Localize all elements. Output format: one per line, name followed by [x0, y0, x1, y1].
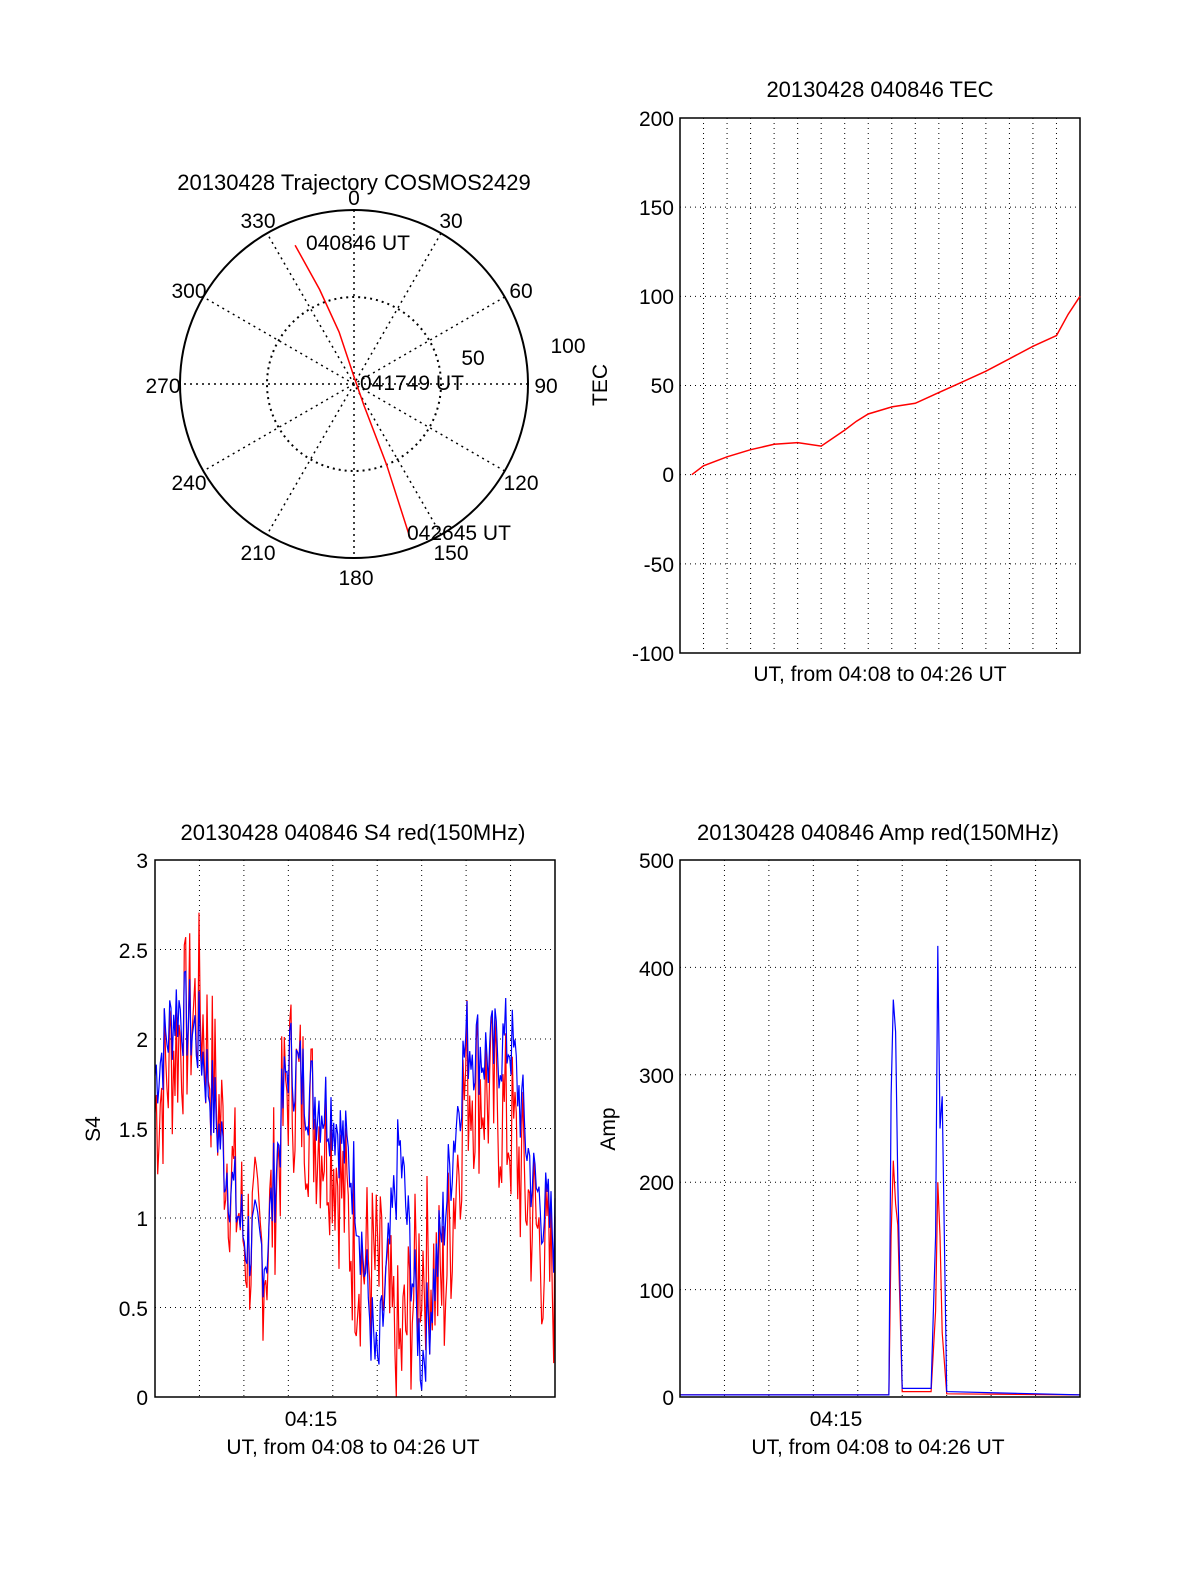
amp-ytick-label: 0	[662, 1387, 674, 1410]
s4-ytick-label: 1	[136, 1208, 148, 1231]
s4-title: 20130428 040846 S4 red(150MHz)	[181, 820, 526, 845]
tec-ytick-label: -50	[644, 554, 674, 577]
trajectory-start-annotation: 040846 UT	[306, 232, 410, 255]
amp-ytick-label: 500	[639, 850, 674, 873]
s4-panel: 20130428 040846 S4 red(150MHz) 3 2.5 2 1…	[82, 820, 556, 1459]
s4-blue-series-line	[154, 970, 556, 1391]
azimuth-label: 300	[171, 280, 206, 303]
tec-ytick-label: -100	[632, 643, 674, 666]
amp-ytick-label: 200	[639, 1172, 674, 1195]
amp-ylabel: Amp	[597, 1107, 620, 1150]
tec-title: 20130428 040846 TEC	[766, 77, 993, 102]
tec-grid	[680, 118, 1080, 653]
amp-grid	[680, 860, 1080, 1397]
s4-xtick-label: 04:15	[285, 1408, 338, 1431]
azimuth-label: 240	[171, 472, 206, 495]
trajectory-line	[294, 244, 411, 539]
radial-label: 50	[461, 347, 484, 370]
amp-ytick-label: 400	[639, 958, 674, 981]
azimuth-label: 120	[503, 472, 538, 495]
s4-plot-frame	[154, 859, 556, 1398]
azimuth-label: 0	[348, 187, 360, 210]
polar-panel: 20130428 Trajectory COSMOS2429 0 30 60 9…	[145, 170, 585, 590]
azimuth-label: 270	[145, 375, 180, 398]
azimuth-label: 150	[433, 542, 468, 565]
tec-plot-frame	[679, 117, 1081, 654]
polar-spokes	[180, 210, 528, 558]
azimuth-label: 330	[240, 210, 275, 233]
amp-plot-frame	[679, 859, 1081, 1398]
azimuth-label: 90	[534, 375, 557, 398]
amp-ytick-label: 100	[639, 1280, 674, 1303]
tec-xlabel: UT, from 04:08 to 04:26 UT	[753, 663, 1006, 686]
s4-ylabel: S4	[82, 1116, 105, 1142]
azimuth-label: 180	[338, 567, 373, 590]
s4-ytick-label: 0	[136, 1387, 148, 1410]
amp-xtick-label: 04:15	[810, 1408, 863, 1431]
trajectory-end-annotation: 042645 UT	[407, 522, 511, 545]
s4-ytick-label: 3	[136, 850, 148, 873]
s4-ytick-label: 0.5	[119, 1298, 148, 1321]
azimuth-label: 30	[439, 210, 462, 233]
amp-title: 20130428 040846 Amp red(150MHz)	[697, 820, 1059, 845]
amp-ytick-label: 300	[639, 1065, 674, 1088]
trajectory-mid-annotation: 041749 UT	[360, 372, 464, 395]
tec-series-line	[691, 295, 1081, 476]
s4-ytick-label: 1.5	[119, 1119, 148, 1142]
s4-red-series-line	[154, 912, 556, 1398]
tec-ytick-label: 150	[639, 197, 674, 220]
tec-ytick-label: 50	[651, 375, 674, 398]
tec-ylabel: TEC	[589, 364, 612, 406]
s4-ytick-label: 2.5	[119, 940, 148, 963]
polar-inner-ring	[266, 296, 442, 472]
radial-label: 100	[550, 335, 585, 358]
s4-xlabel: UT, from 04:08 to 04:26 UT	[226, 1436, 479, 1459]
tec-ytick-label: 0	[662, 464, 674, 487]
azimuth-label: 210	[240, 542, 275, 565]
amp-blue-series-line	[680, 945, 1081, 1396]
tec-ytick-label: 200	[639, 108, 674, 131]
azimuth-label: 60	[509, 280, 532, 303]
s4-ytick-label: 2	[136, 1029, 148, 1052]
tec-panel: 20130428 040846 TEC 200 150 100 50 0 -50…	[589, 77, 1081, 686]
amp-xlabel: UT, from 04:08 to 04:26 UT	[751, 1436, 1004, 1459]
amp-red-series-line	[680, 1160, 1081, 1396]
polar-title: 20130428 Trajectory COSMOS2429	[177, 170, 530, 195]
tec-ytick-label: 100	[639, 286, 674, 309]
amp-panel: 20130428 040846 Amp red(150MHz) 500 400 …	[597, 820, 1081, 1459]
polar-spoke	[266, 232, 442, 536]
